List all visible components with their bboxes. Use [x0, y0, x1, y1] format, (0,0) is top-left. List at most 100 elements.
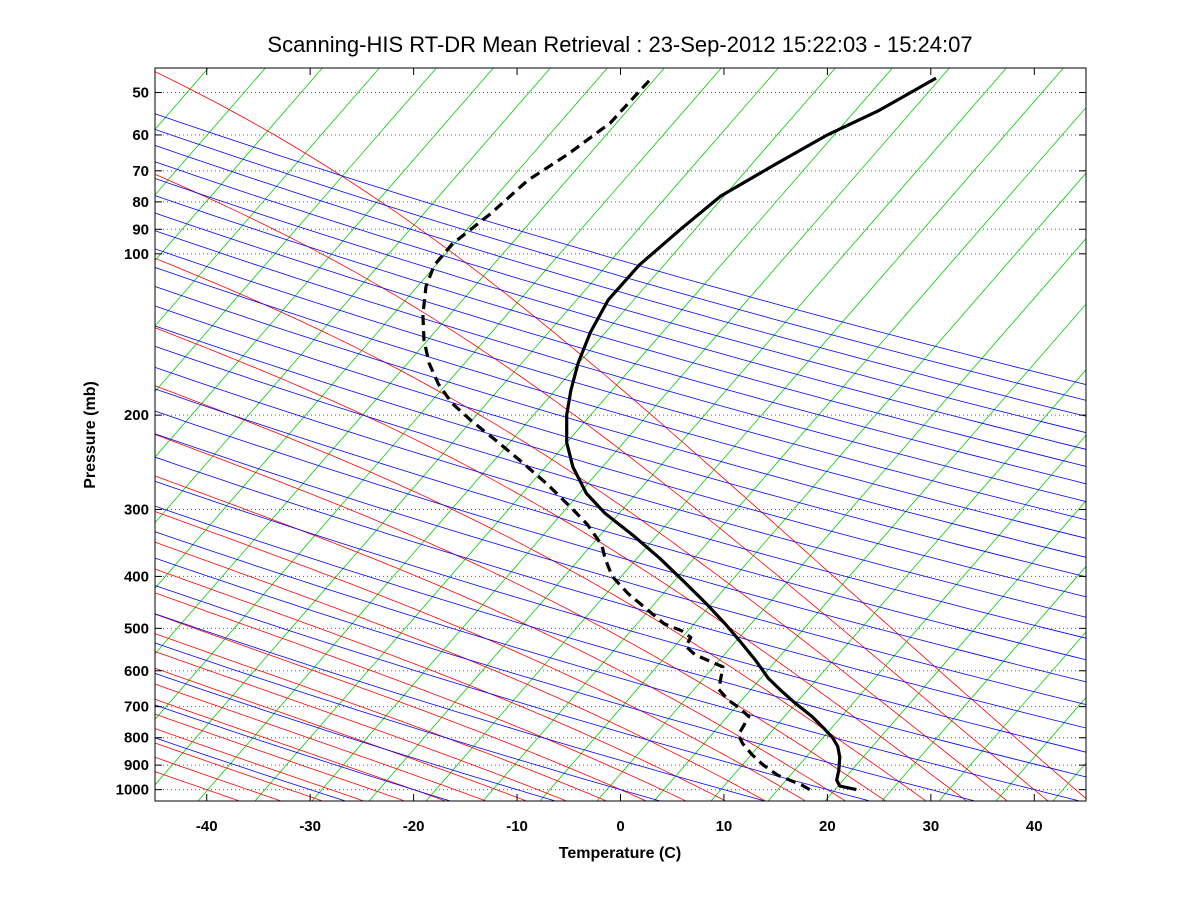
moist-adiabat-line [155, 475, 847, 801]
mixing-ratio-line [311, 68, 950, 801]
mixing-ratio-line [155, 68, 779, 786]
dry-adiabat-line [155, 230, 1086, 503]
dry-adiabat-line [155, 672, 556, 801]
y-tick-label: 80 [132, 194, 149, 211]
mixing-ratio-line [596, 238, 1086, 801]
mixing-ratio-line [653, 303, 1086, 801]
moist-adiabat-line [155, 613, 648, 801]
moist-adiabat-line [155, 511, 807, 801]
dry-adiabat-line [155, 128, 1086, 401]
moist-adiabat-line [155, 568, 727, 801]
mixing-ratio-line [938, 631, 1086, 801]
y-tick-label: 100 [124, 246, 149, 263]
mixing-ratio-line [155, 68, 608, 589]
moist-adiabat-line [155, 434, 887, 801]
y-tick-label: 70 [132, 163, 149, 180]
moist-adiabat-line [155, 756, 283, 801]
dry-adiabat-line [155, 195, 1086, 467]
y-tick-label: 50 [132, 85, 149, 102]
y-tick-label: 90 [132, 221, 149, 238]
y-tick-label: 200 [124, 407, 149, 424]
mixing-ratio-line [710, 369, 1086, 801]
x-tick-label: 30 [922, 818, 939, 835]
dry-adiabat-line [155, 248, 1086, 521]
dry-adiabat-lines [155, 113, 1086, 801]
dry-adiabat-line [155, 433, 1086, 706]
mixing-ratio-line [881, 565, 1086, 801]
mixing-ratio-line [539, 172, 1086, 801]
dry-adiabat-line [155, 267, 1086, 539]
dry-adiabat-line [155, 388, 1086, 661]
x-axis-ticks: -40 -30 -20 -10 0 10 20 30 40 [196, 68, 1043, 835]
dewpoint-profile-line [421, 77, 811, 791]
x-tick-label: -30 [299, 818, 321, 835]
moist-adiabat-line [155, 713, 407, 801]
x-tick-label: -40 [196, 818, 218, 835]
dry-adiabat-line [155, 531, 1080, 801]
y-tick-label: 800 [124, 730, 149, 747]
dry-adiabat-line [155, 286, 1086, 558]
dry-adiabat-line [155, 145, 1086, 417]
y-axis-ticks: 50 60 70 80 90 100 200 300 400 500 600 700 800 900 100… [116, 85, 1086, 799]
moist-adiabat-line [155, 728, 366, 801]
x-tick-label: -20 [403, 818, 425, 835]
dry-adiabat-line [155, 613, 766, 801]
dry-adiabat-line [155, 113, 1086, 385]
sounding-profiles [421, 76, 937, 792]
moist-adiabat-line [155, 71, 1086, 800]
dry-adiabat-line [155, 456, 1086, 729]
dry-adiabat-line [155, 161, 1086, 434]
dry-adiabat-line [155, 642, 661, 801]
dry-adiabat-line [155, 410, 1086, 683]
moist-adiabat-lines [155, 71, 1086, 801]
mixing-ratio-line [155, 68, 266, 196]
dry-adiabat-line [155, 585, 871, 801]
thermo-background-lines [155, 68, 1086, 801]
mixing-ratio-line [155, 68, 380, 327]
x-axis-label: Temperature (C) [559, 845, 681, 862]
mixing-ratio-line [155, 68, 437, 393]
moist-adiabat-line [155, 173, 1049, 801]
mixing-ratio-line [824, 500, 1086, 801]
y-tick-label: 600 [124, 663, 149, 680]
dry-adiabat-line [155, 557, 975, 801]
mixing-ratio-line [155, 68, 551, 524]
moist-adiabat-line [155, 651, 568, 801]
chart-title: Scanning-HIS RT-DR Mean Retrieval : 23-S… [267, 32, 972, 57]
moist-adiabat-line [155, 698, 448, 801]
y-tick-label: 400 [124, 568, 149, 585]
dry-adiabat-line [155, 345, 1086, 618]
mixing-ratio-line [767, 434, 1086, 801]
dry-adiabat-line [155, 366, 1086, 639]
y-tick-label: 700 [124, 699, 149, 716]
dry-adiabat-line [155, 305, 1086, 578]
moist-adiabat-line [155, 683, 488, 801]
mixing-ratio-line [155, 68, 323, 262]
mixing-ratio-line [482, 106, 1086, 801]
x-tick-label: 0 [616, 818, 624, 835]
mixing-ratio-lines [155, 68, 1086, 801]
y-tick-label: 900 [124, 757, 149, 774]
dry-adiabat-line [155, 325, 1086, 598]
dry-adiabat-line [155, 212, 1086, 485]
y-tick-label: 60 [132, 127, 149, 144]
moist-adiabat-line [155, 541, 767, 801]
y-tick-label: 500 [124, 620, 149, 637]
y-axis-label: Pressure (mb) [82, 381, 99, 489]
moist-adiabat-line [155, 385, 927, 801]
mixing-ratio-line [155, 68, 665, 655]
mixing-ratio-line [368, 68, 1007, 801]
moist-adiabat-line [155, 592, 688, 801]
dry-adiabat-line [155, 505, 1086, 778]
dry-adiabat-line [155, 480, 1086, 753]
y-tick-label: 1000 [116, 782, 149, 799]
dry-adiabat-line [155, 178, 1086, 450]
moist-adiabat-line [155, 667, 528, 801]
moist-adiabat-line [155, 633, 608, 801]
mixing-ratio-line [254, 68, 893, 801]
x-tick-label: 20 [819, 818, 836, 835]
y-tick-label: 300 [124, 501, 149, 518]
moist-adiabat-line [155, 327, 968, 801]
